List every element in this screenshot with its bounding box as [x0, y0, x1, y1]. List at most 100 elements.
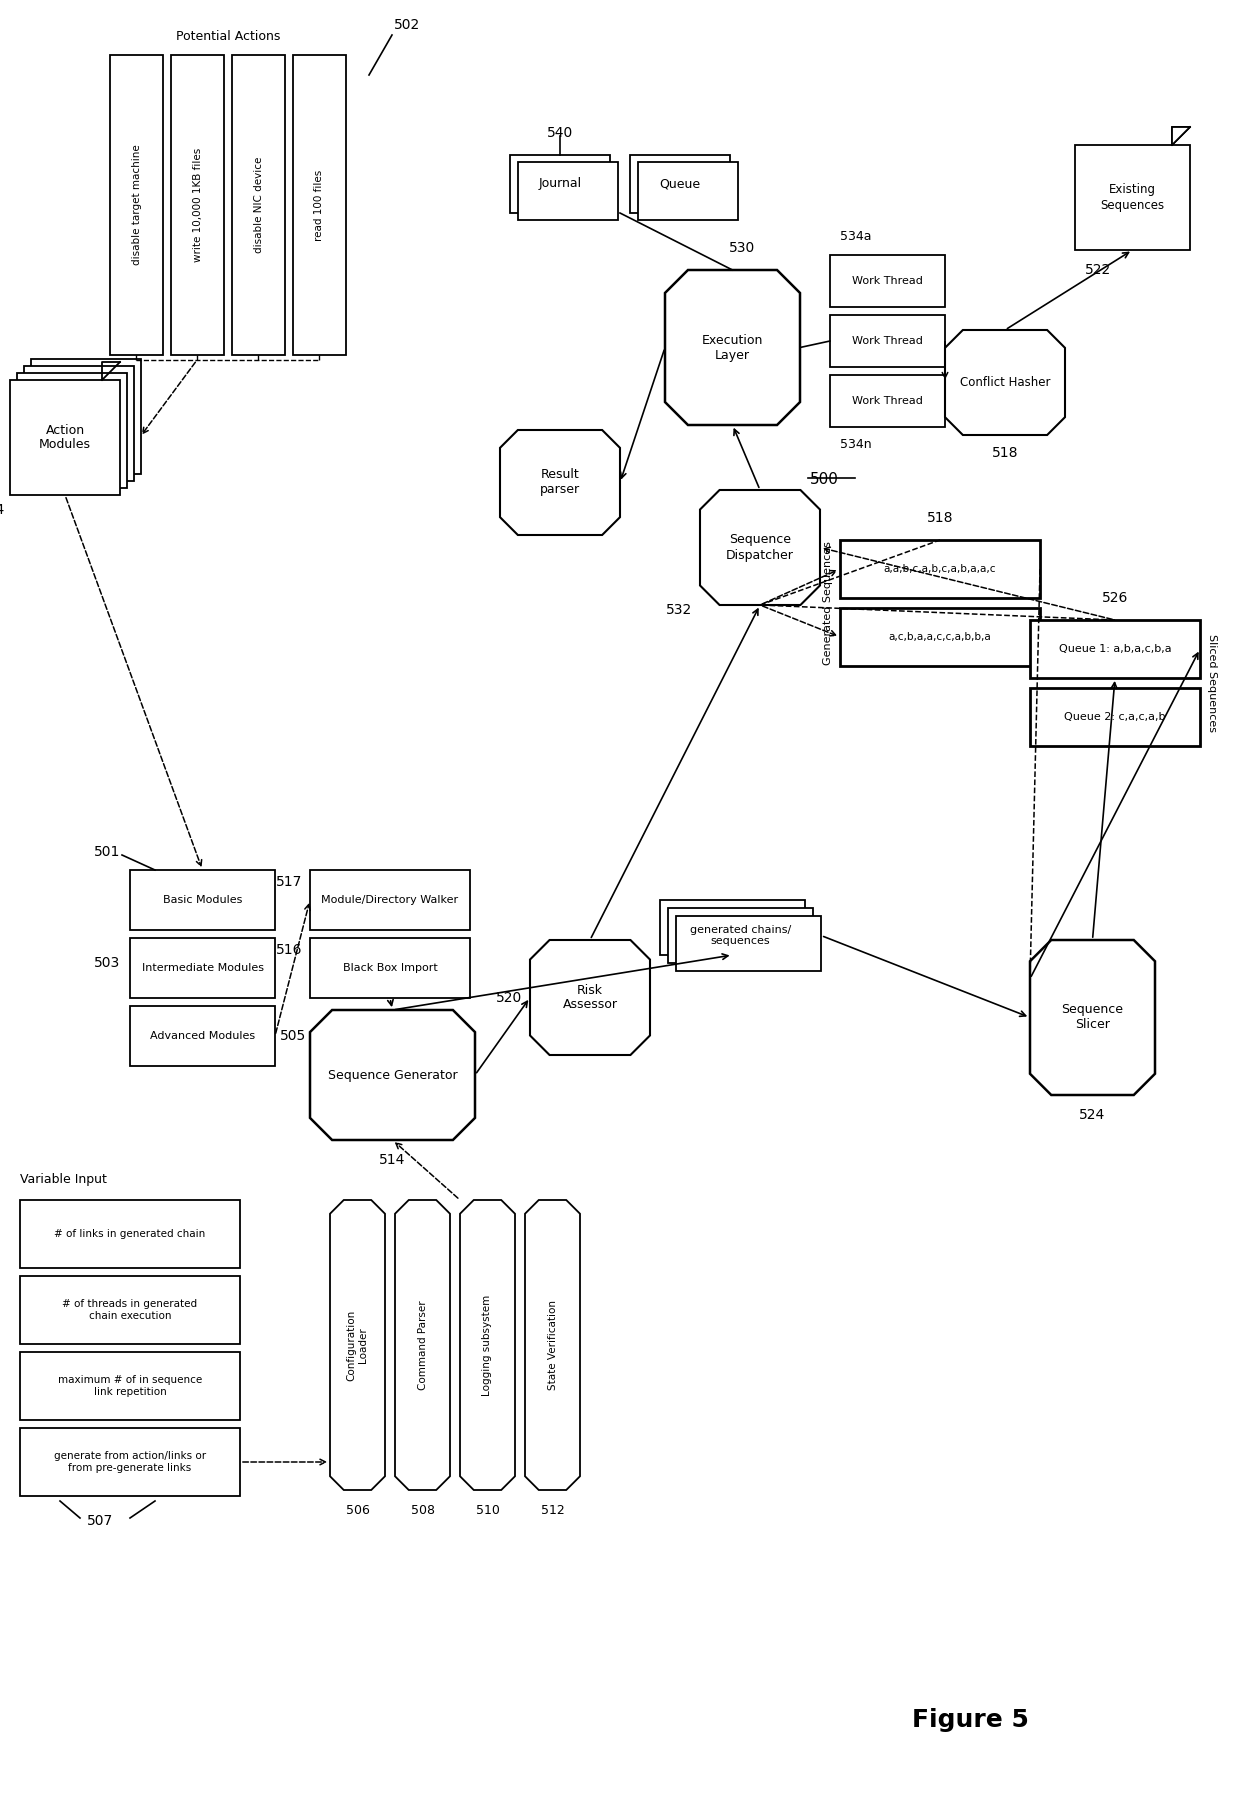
Text: # of links in generated chain: # of links in generated chain [55, 1229, 206, 1240]
FancyBboxPatch shape [20, 1353, 241, 1421]
FancyBboxPatch shape [510, 154, 610, 213]
Text: Sequence Generator: Sequence Generator [327, 1069, 458, 1082]
Text: a,c,b,a,a,c,c,a,b,b,a: a,c,b,a,a,c,c,a,b,b,a [889, 631, 991, 642]
FancyBboxPatch shape [31, 359, 141, 474]
FancyBboxPatch shape [668, 908, 813, 963]
Text: maximum # of in sequence
link repetition: maximum # of in sequence link repetition [58, 1376, 202, 1398]
Text: Configuration
Loader: Configuration Loader [347, 1310, 368, 1381]
Text: 518: 518 [992, 447, 1018, 459]
Text: Command Parser: Command Parser [418, 1301, 428, 1390]
Text: 504: 504 [0, 502, 5, 517]
Text: 526: 526 [1102, 590, 1128, 605]
FancyBboxPatch shape [24, 366, 134, 481]
Text: generated chains/
sequences: generated chains/ sequences [689, 924, 791, 945]
Text: Work Thread: Work Thread [852, 335, 923, 346]
FancyBboxPatch shape [130, 938, 275, 997]
Polygon shape [460, 1200, 515, 1491]
Text: 502: 502 [394, 18, 420, 32]
Text: 508: 508 [410, 1503, 434, 1516]
Text: a,a,b,c,a,b,c,a,b,a,a,c: a,a,b,c,a,b,c,a,b,a,a,c [884, 563, 996, 574]
FancyBboxPatch shape [660, 901, 805, 954]
FancyBboxPatch shape [171, 56, 224, 355]
FancyBboxPatch shape [310, 938, 470, 997]
Text: Result
parser: Result parser [539, 468, 580, 497]
FancyBboxPatch shape [518, 161, 618, 221]
FancyBboxPatch shape [20, 1276, 241, 1344]
Text: Module/Directory Walker: Module/Directory Walker [321, 895, 459, 904]
Text: disable NIC device: disable NIC device [253, 156, 263, 253]
Text: Journal: Journal [538, 178, 582, 190]
Text: 530: 530 [729, 240, 755, 255]
Polygon shape [665, 271, 800, 425]
Text: 532: 532 [666, 603, 692, 617]
Text: disable target machine: disable target machine [131, 145, 141, 266]
FancyBboxPatch shape [830, 375, 945, 427]
Text: 505: 505 [280, 1030, 306, 1042]
Text: Sequence
Slicer: Sequence Slicer [1061, 1003, 1123, 1032]
FancyBboxPatch shape [130, 870, 275, 929]
Text: Variable Input: Variable Input [20, 1173, 107, 1186]
Text: 534a: 534a [839, 230, 872, 244]
Polygon shape [529, 940, 650, 1055]
Text: Advanced Modules: Advanced Modules [150, 1032, 255, 1041]
Text: Basic Modules: Basic Modules [162, 895, 242, 904]
FancyBboxPatch shape [293, 56, 346, 355]
Text: 503: 503 [94, 956, 120, 971]
Text: generate from action/links or
from pre-generate links: generate from action/links or from pre-g… [53, 1451, 206, 1473]
FancyBboxPatch shape [839, 540, 1040, 597]
Text: 517: 517 [275, 875, 303, 890]
FancyBboxPatch shape [130, 1006, 275, 1066]
Text: Intermediate Modules: Intermediate Modules [141, 963, 263, 972]
Text: Logging subsystem: Logging subsystem [482, 1295, 492, 1396]
FancyBboxPatch shape [110, 56, 162, 355]
Polygon shape [1172, 127, 1190, 145]
Text: Conflict Hasher: Conflict Hasher [960, 377, 1050, 389]
Polygon shape [945, 330, 1065, 434]
FancyBboxPatch shape [232, 56, 285, 355]
FancyBboxPatch shape [20, 1200, 241, 1268]
FancyBboxPatch shape [1030, 621, 1200, 678]
Polygon shape [396, 1200, 450, 1491]
FancyBboxPatch shape [20, 1428, 241, 1496]
Polygon shape [310, 1010, 475, 1139]
FancyBboxPatch shape [639, 161, 738, 221]
FancyBboxPatch shape [17, 373, 126, 488]
Text: Black Box Import: Black Box Import [342, 963, 438, 972]
Text: 540: 540 [547, 126, 573, 140]
Text: 522: 522 [1085, 264, 1111, 276]
Text: 510: 510 [476, 1503, 500, 1516]
Text: 534n: 534n [839, 438, 872, 452]
Polygon shape [525, 1200, 580, 1491]
Text: Potential Actions: Potential Actions [176, 30, 280, 43]
Text: Figure 5: Figure 5 [911, 1708, 1028, 1731]
Text: Queue: Queue [660, 178, 701, 190]
Text: Sequence
Dispatcher: Sequence Dispatcher [727, 533, 794, 562]
Text: 501: 501 [94, 845, 120, 859]
Text: write 10,000 1KB files: write 10,000 1KB files [192, 147, 202, 262]
Text: 524: 524 [1079, 1109, 1106, 1121]
FancyBboxPatch shape [1030, 689, 1200, 746]
FancyBboxPatch shape [630, 154, 730, 213]
Text: 518: 518 [926, 511, 954, 526]
FancyBboxPatch shape [830, 316, 945, 368]
Polygon shape [330, 1200, 384, 1491]
Text: 512: 512 [541, 1503, 564, 1516]
Text: Queue 1: a,b,a,c,b,a: Queue 1: a,b,a,c,b,a [1059, 644, 1172, 655]
FancyBboxPatch shape [830, 255, 945, 307]
FancyBboxPatch shape [676, 917, 821, 971]
Text: 520: 520 [496, 990, 522, 1005]
Text: Queue 2: c,a,c,a,b: Queue 2: c,a,c,a,b [1064, 712, 1166, 721]
Text: State Verification: State Verification [548, 1301, 558, 1390]
Text: Work Thread: Work Thread [852, 396, 923, 405]
Text: Execution
Layer: Execution Layer [702, 334, 763, 362]
Polygon shape [1030, 940, 1154, 1094]
Text: 516: 516 [275, 944, 303, 956]
FancyBboxPatch shape [1075, 145, 1190, 249]
Polygon shape [701, 490, 820, 605]
FancyBboxPatch shape [310, 870, 470, 929]
Text: Work Thread: Work Thread [852, 276, 923, 285]
Text: Sliced Sequences: Sliced Sequences [1207, 633, 1216, 732]
Text: 506: 506 [346, 1503, 370, 1516]
Text: # of threads in generated
chain execution: # of threads in generated chain executio… [62, 1299, 197, 1320]
Polygon shape [500, 431, 620, 535]
